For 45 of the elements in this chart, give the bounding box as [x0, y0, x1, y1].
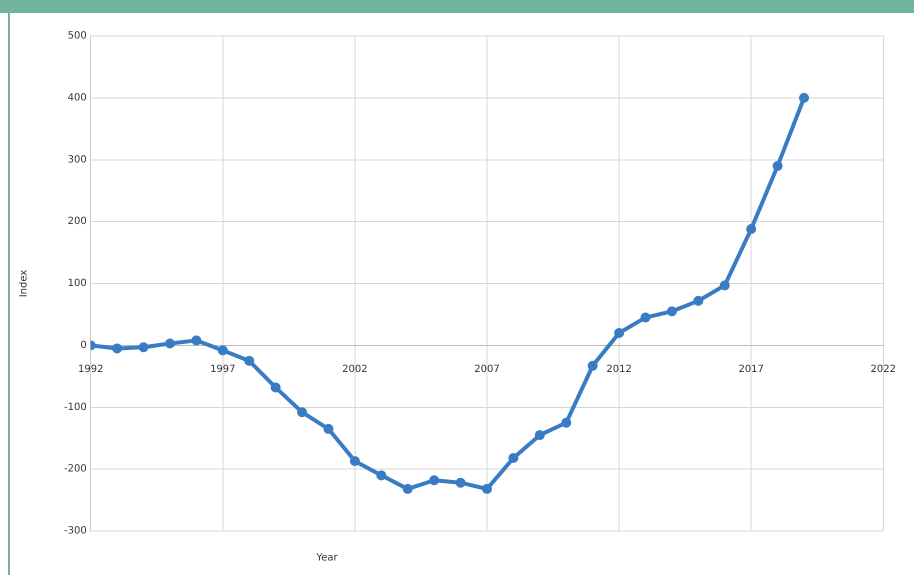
y-tick-label: -300 — [64, 526, 87, 537]
point — [772, 160, 783, 171]
x-tick-label: 2002 — [342, 364, 368, 375]
point — [561, 418, 572, 428]
y-tick-label: 0 — [80, 340, 87, 351]
point — [482, 484, 492, 494]
y-tick-label: 100 — [68, 278, 87, 290]
point — [112, 343, 122, 354]
point — [534, 430, 545, 440]
point — [456, 478, 466, 488]
point — [720, 280, 730, 290]
point — [429, 475, 440, 486]
point — [244, 356, 254, 366]
point — [799, 92, 810, 103]
point — [270, 382, 281, 392]
point — [746, 224, 756, 234]
x-axis-title: Year — [315, 552, 338, 564]
y-tick-label: -100 — [64, 402, 87, 413]
x-tick-label: 2017 — [738, 364, 764, 375]
y-tick-label: -200 — [64, 464, 87, 475]
point — [164, 338, 175, 349]
x-tick-label: 1997 — [210, 364, 236, 375]
point — [666, 306, 677, 316]
x-tick-label: 2012 — [606, 364, 632, 375]
point — [350, 456, 360, 466]
point — [640, 312, 650, 323]
point — [402, 484, 413, 494]
point — [297, 407, 308, 418]
point — [323, 424, 334, 434]
x-tick-label: 2007 — [474, 364, 500, 375]
point — [508, 452, 518, 463]
y-tick-label: 200 — [68, 216, 87, 228]
y-tick-label: 300 — [68, 154, 87, 166]
y-tick-label: 400 — [68, 92, 87, 104]
point — [614, 328, 624, 338]
point — [218, 345, 228, 356]
point — [693, 296, 704, 306]
x-tick-label: 1992 — [78, 364, 104, 375]
point — [376, 470, 386, 480]
y-axis-title: Index — [18, 270, 30, 298]
point — [191, 335, 202, 346]
x-tick-label: 2022 — [870, 364, 896, 375]
point — [588, 360, 598, 371]
y-tick-label: 500 — [68, 30, 87, 42]
point — [138, 342, 149, 352]
